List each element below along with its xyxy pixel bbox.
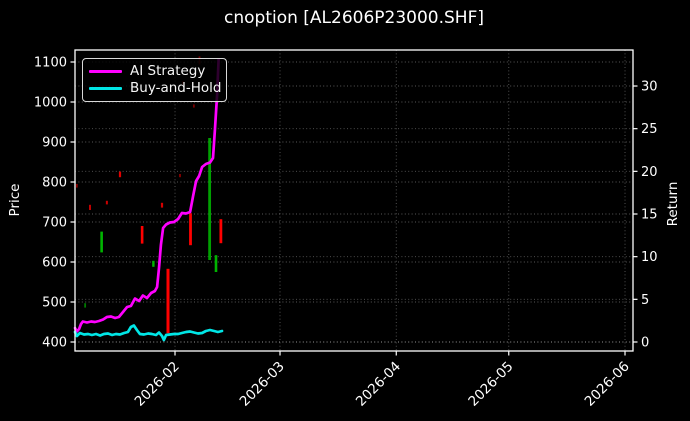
series-buy-and-hold [73,324,224,342]
candle [219,219,223,244]
candle [100,231,103,253]
x-tick-label: 2026-06 [582,359,633,410]
return-tick-label: 0 [641,336,649,351]
legend-label-ai-strategy: AI Strategy [130,62,206,79]
candle [189,213,192,246]
x-tick-label: 2026-02 [132,359,183,410]
candle [166,268,170,334]
price-tick-label: 1100 [34,56,67,71]
legend-label-buy-and-hold: Buy-and-Hold [130,80,222,97]
candle [140,226,144,244]
tick-labels: 400 500 600 700 800 900 1000 1100 0 5 10 15 20 25 30 20… [34,56,658,410]
candle [208,138,212,260]
buy-and-hold-line-swatch [89,87,122,91]
return-tick-label: 10 [641,250,658,265]
candle [89,204,91,210]
candle [192,104,195,108]
x-tick-label: 2026-03 [237,359,288,410]
return-axis-label: Return [665,181,681,227]
axis-ticks [70,61,638,356]
candle [118,171,122,178]
candle [152,260,155,267]
return-tick-label: 15 [641,208,658,223]
chart-title: cnoption [AL2606P23000.SHF] [224,8,484,28]
candle [84,303,87,308]
candle [179,174,181,178]
price-tick-label: 500 [42,296,67,311]
price-axis-label: Price [7,183,23,217]
series-ai-strategy [73,58,220,333]
ai-strategy-line-swatch [89,69,122,73]
return-tick-label: 30 [641,80,658,95]
candle [75,184,78,188]
legend-item-ai-strategy: AI Strategy [89,62,220,79]
price-tick-label: 600 [42,256,67,271]
price-tick-label: 700 [42,216,67,231]
candle [214,255,218,272]
price-tick-label: 1000 [34,96,67,111]
price-tick-label: 800 [42,176,67,191]
return-tick-label: 25 [641,122,658,137]
plot-border [74,49,634,352]
price-tick-label: 900 [42,136,67,151]
legend-item-buy-and-hold: Buy-and-Hold [89,80,222,97]
price-tick-label: 400 [42,336,67,351]
x-tick-label: 2026-05 [465,359,516,410]
candle [105,200,108,205]
gridlines [75,50,633,351]
return-tick-label: 20 [641,165,658,180]
legend: AI Strategy Buy-and-Hold [82,58,227,102]
candle [160,202,164,208]
return-tick-label: 5 [641,293,649,308]
x-tick-label: 2026-04 [353,359,404,410]
